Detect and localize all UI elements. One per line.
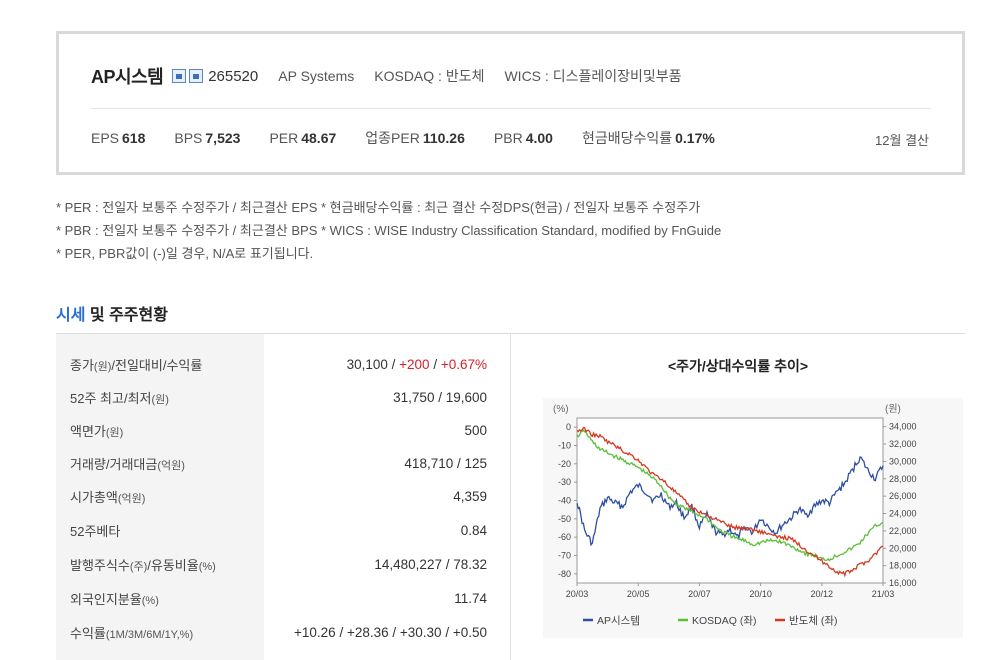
returns-value: +10.26 / +28.36 / +30.30 / +0.50	[294, 625, 487, 640]
row-label: 52주 최고/최저(원)	[70, 391, 169, 406]
right-tick-label: 16,000	[889, 578, 917, 588]
footnote: * PBR : 전일자 보통주 수정주가 / 최근결산 BPS * WICS :…	[56, 223, 722, 238]
right-tick-label: 28,000	[889, 474, 917, 484]
right-tick-label: 34,000	[889, 422, 917, 432]
price-chart-panel: <주가/상대수익률 추이> (%) (원) 0 -10 -20 -30 -40 -50 -60 -…	[511, 334, 965, 660]
right-tick-label: 32,000	[889, 439, 917, 449]
right-tick-label: 26,000	[889, 491, 917, 501]
row-label: 액면가(원)	[70, 424, 124, 439]
section-rule	[56, 333, 965, 334]
table-row: 발행주식수(주)/유동비율(%) 14,480,227 / 78.32	[56, 548, 510, 581]
valuation-stats: EPS 618 BPS 7,523 PER 48.67 업종PER 110.26 PBR…	[91, 128, 744, 148]
right-tick-label: 22,000	[889, 526, 917, 536]
section-title: 시세 및 주주현황	[56, 307, 168, 324]
row-value: 14,480,227 / 78.32	[374, 557, 487, 572]
stat-bps: BPS 7,523	[174, 130, 241, 146]
market-classification: KOSDAQ : 반도체	[374, 68, 485, 84]
left-tick-label: 0	[566, 422, 571, 432]
stat-per: PER 48.67	[269, 130, 337, 146]
table-row: 52주베타 0.84	[56, 514, 510, 547]
left-tick-label: -50	[558, 514, 571, 524]
table-row: 종가(원)/전일대비/수익률 30,100 / +200 / +0.67%	[56, 348, 510, 381]
chart-title: <주가/상대수익률 추이>	[667, 358, 809, 374]
company-summary-box: AP시스템 265520 AP Systems KOSDAQ : 반도체 WIC…	[56, 31, 965, 175]
footnotes: * PER : 전일자 보통주 수정주가 / 최근결산 EPS * 현금배당수익…	[56, 196, 721, 265]
left-tick-label: -30	[558, 477, 571, 487]
row-label: 거래량/거래대금(억원)	[70, 457, 185, 472]
series-line	[576, 426, 884, 578]
row-value: 500	[464, 423, 487, 438]
plot-area	[576, 417, 884, 584]
right-axis-unit: (원)	[885, 403, 901, 415]
row-value: 418,710 / 125	[404, 456, 487, 471]
row-label: 종가(원)/전일대비/수익률	[70, 358, 203, 373]
left-tick-label: -40	[558, 496, 571, 506]
table-row: 외국인지분율(%) 11.74	[56, 582, 510, 615]
left-axis-unit: (%)	[553, 404, 569, 415]
panel-divider	[510, 334, 511, 660]
x-tick-label: 20/10	[749, 589, 772, 599]
legend-label: KOSDAQ (좌)	[692, 615, 757, 627]
stat-pbr: PBR 4.00	[493, 130, 553, 146]
legend-label: AP시스템	[597, 615, 640, 627]
x-tick-label: 20/07	[688, 589, 711, 599]
company-code: 265520	[208, 67, 259, 85]
summary-divider	[91, 108, 931, 109]
footnote: * PER, PBR값이 (-)일 경우, N/A로 표기됩니다.	[56, 246, 314, 261]
right-tick-label: 24,000	[889, 509, 917, 519]
x-tick-label: 21/03	[872, 589, 895, 599]
row-value: 31,750 / 19,600	[393, 390, 487, 405]
left-tick-label: -10	[558, 441, 571, 451]
x-tick-label: 20/12	[811, 589, 834, 599]
right-tick-label: 30,000	[889, 456, 917, 466]
company-name: AP시스템	[91, 67, 164, 87]
x-tick-label: 20/03	[566, 589, 589, 599]
stat-sector-per: 업종PER 110.26	[365, 130, 465, 146]
row-label: 52주베타	[70, 524, 121, 539]
row-value: 11.74	[454, 591, 487, 606]
row-label: 수익률(1M/3M/6M/1Y,%)	[70, 626, 194, 641]
left-tick-label: -60	[558, 532, 571, 542]
row-value: 4,359	[453, 489, 487, 504]
right-tick-label: 20,000	[889, 543, 917, 553]
left-tick-label: -80	[558, 569, 571, 579]
series-line	[576, 429, 884, 562]
x-tick-label: 20/05	[627, 589, 650, 599]
left-tick-label: -20	[558, 459, 571, 469]
price-return-chart: (%) (원) 0 -10 -20 -30 -40 -50 -60 -70 -80 34,000 32,…	[543, 398, 963, 638]
row-label: 외국인지분율(%)	[70, 592, 159, 607]
wics-classification: WICS : 디스플레이장비및부품	[504, 68, 682, 84]
building-icon[interactable]	[172, 69, 187, 83]
settlement-month: 12월 결산	[875, 133, 929, 148]
left-tick-label: -70	[558, 551, 571, 561]
stat-dividend-yield: 현금배당수익률 0.17%	[581, 130, 715, 146]
table-row: 수익률(1M/3M/6M/1Y,%) +10.26 / +28.36 / +30…	[56, 616, 510, 649]
table-row: 거래량/거래대금(억원) 418,710 / 125	[56, 447, 510, 480]
close-price-value: 30,100 / +200 / +0.67%	[346, 357, 487, 372]
row-value: 0.84	[460, 523, 487, 538]
table-row: 52주 최고/최저(원) 31,750 / 19,600	[56, 381, 510, 414]
price-info-table: 종가(원)/전일대비/수익률 30,100 / +200 / +0.67% 52…	[56, 334, 510, 660]
table-row: 시가총액(억원) 4,359	[56, 480, 510, 513]
company-english-name: AP Systems	[278, 68, 355, 84]
legend-label: 반도체 (좌)	[789, 615, 838, 627]
stat-eps: EPS 618	[91, 130, 146, 146]
company-title-row: AP시스템 265520 AP Systems KOSDAQ : 반도체 WIC…	[91, 64, 682, 88]
stock-icon[interactable]	[189, 69, 204, 83]
row-label: 발행주식수(주)/유동비율(%)	[70, 558, 216, 573]
row-label: 시가총액(억원)	[70, 490, 146, 505]
right-tick-label: 18,000	[889, 561, 917, 571]
footnote: * PER : 전일자 보통주 수정주가 / 최근결산 EPS * 현금배당수익…	[56, 200, 701, 215]
table-row: 액면가(원) 500	[56, 414, 510, 447]
